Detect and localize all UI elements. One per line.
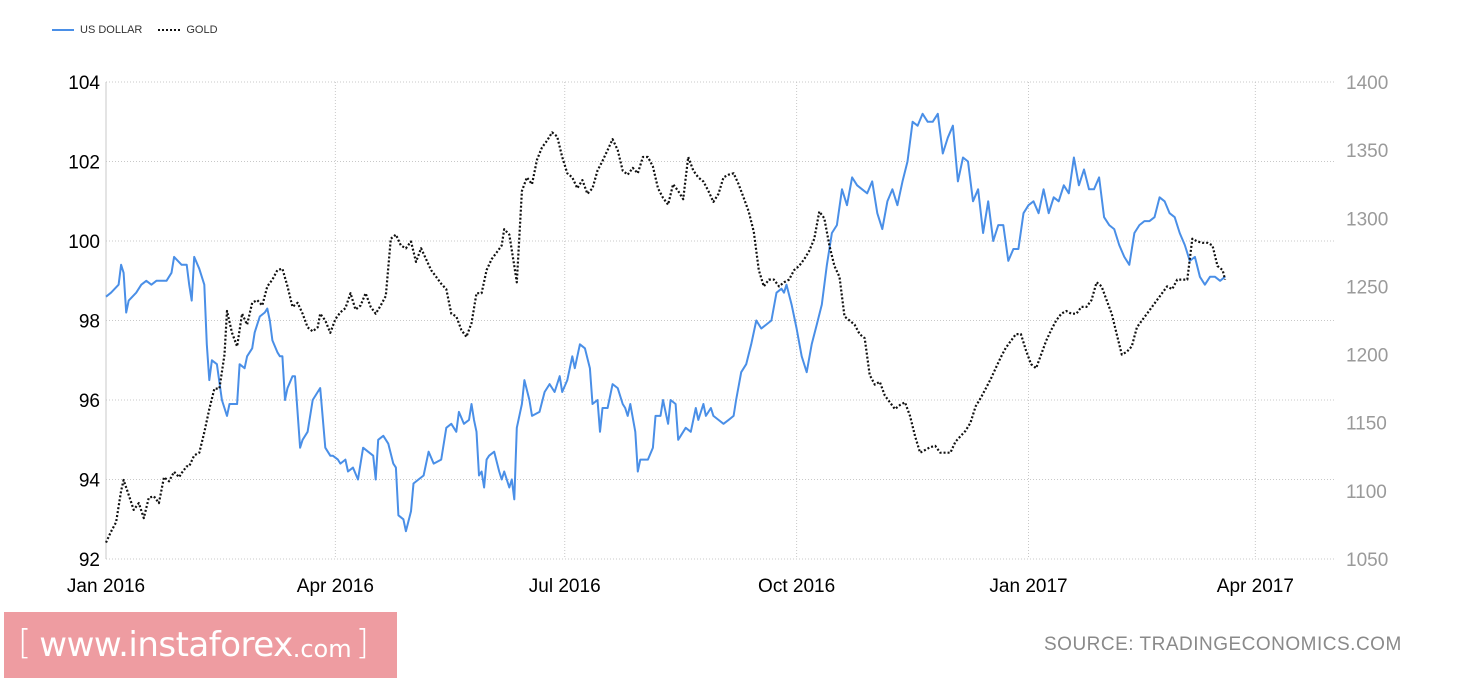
y-tick-label-left: 100: [68, 232, 100, 253]
watermark-close-bracket: ]: [355, 623, 369, 663]
x-tick-label: Oct 2016: [758, 576, 835, 597]
watermark-site: www.instaforex: [39, 625, 293, 665]
y-tick-label-left: 104: [68, 73, 100, 94]
y-tick-label-right: 1150: [1346, 414, 1387, 435]
watermark-open-bracket: [: [18, 623, 32, 663]
y-tick-label-left: 102: [68, 153, 100, 174]
x-tick-label: Jan 2016: [67, 576, 145, 597]
y-tick-label-right: 1050: [1346, 550, 1388, 571]
legend-item-us-dollar[interactable]: US DOLLAR: [52, 24, 142, 36]
legend-label-gold: GOLD: [186, 24, 218, 36]
y-tick-label-left: 96: [79, 391, 100, 412]
legend-item-gold[interactable]: GOLD: [158, 24, 218, 36]
line-chart: 92 94 96 98 100 102 104 1050 1100 1150 1200 1250 130…: [67, 73, 1388, 597]
y-tick-label-right: 1300: [1346, 209, 1388, 230]
y-tick-label-left: 98: [79, 312, 100, 333]
y-tick-label-right: 1400: [1346, 73, 1388, 94]
source-credit: SOURCE: TRADINGECONOMICS.COM: [1044, 634, 1402, 655]
series-line-gold: [105, 131, 1227, 544]
legend: US DOLLAR GOLD: [52, 24, 234, 36]
watermark-tld: .com: [292, 635, 352, 663]
y-tick-label-left: 92: [79, 550, 100, 571]
x-tick-label: Apr 2017: [1217, 576, 1294, 597]
legend-swatch-gold: [158, 29, 181, 31]
y-tick-label-right: 1200: [1346, 346, 1388, 367]
x-tick-label: Jul 2016: [529, 576, 601, 597]
x-tick-label: Apr 2016: [297, 576, 374, 597]
instaforex-watermark[interactable]: [ www.instaforex .com ]: [4, 612, 397, 678]
y-tick-label-right: 1250: [1346, 277, 1388, 298]
x-tick-label: Jan 2017: [989, 576, 1067, 597]
legend-label-us-dollar: US DOLLAR: [80, 24, 143, 36]
legend-swatch-us-dollar: [52, 29, 74, 31]
y-tick-label-right: 1100: [1346, 482, 1387, 503]
y-tick-label-right: 1350: [1346, 141, 1388, 162]
series-line-us-dollar: [105, 112, 1226, 533]
y-tick-label-left: 94: [79, 471, 101, 492]
